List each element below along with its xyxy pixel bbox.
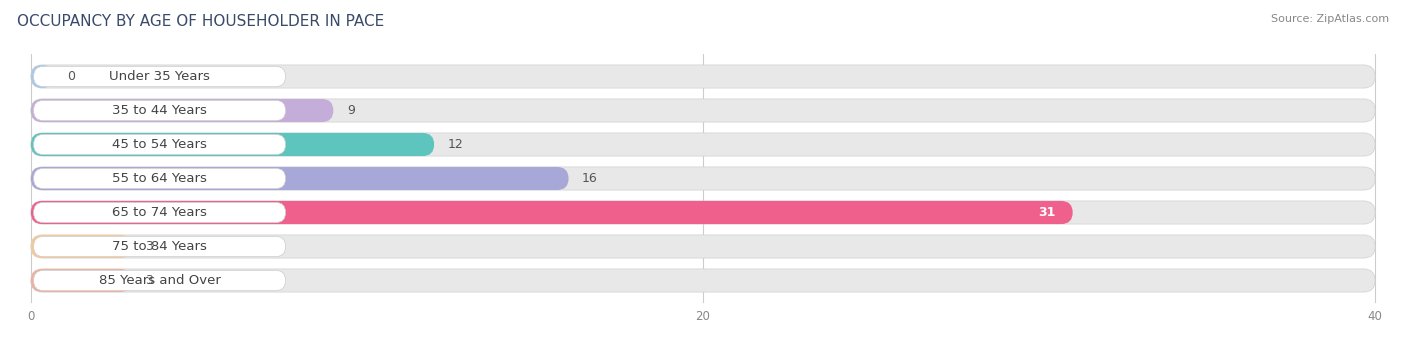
FancyBboxPatch shape — [31, 133, 434, 156]
FancyBboxPatch shape — [31, 133, 1375, 156]
Text: 31: 31 — [1039, 206, 1056, 219]
FancyBboxPatch shape — [31, 65, 1375, 88]
FancyBboxPatch shape — [34, 66, 285, 87]
FancyBboxPatch shape — [31, 201, 1073, 224]
Text: 9: 9 — [347, 104, 354, 117]
FancyBboxPatch shape — [31, 99, 1375, 122]
FancyBboxPatch shape — [34, 134, 285, 155]
FancyBboxPatch shape — [31, 167, 568, 190]
FancyBboxPatch shape — [31, 99, 333, 122]
Text: 16: 16 — [582, 172, 598, 185]
Text: 3: 3 — [145, 240, 153, 253]
FancyBboxPatch shape — [31, 167, 1375, 190]
FancyBboxPatch shape — [31, 201, 1375, 224]
FancyBboxPatch shape — [31, 65, 53, 88]
Text: 35 to 44 Years: 35 to 44 Years — [112, 104, 207, 117]
Text: 12: 12 — [447, 138, 464, 151]
Text: 0: 0 — [67, 70, 75, 83]
Text: OCCUPANCY BY AGE OF HOUSEHOLDER IN PACE: OCCUPANCY BY AGE OF HOUSEHOLDER IN PACE — [17, 14, 384, 29]
FancyBboxPatch shape — [31, 269, 1375, 292]
Text: 65 to 74 Years: 65 to 74 Years — [112, 206, 207, 219]
Text: 45 to 54 Years: 45 to 54 Years — [112, 138, 207, 151]
FancyBboxPatch shape — [34, 236, 285, 257]
Text: Source: ZipAtlas.com: Source: ZipAtlas.com — [1271, 14, 1389, 23]
FancyBboxPatch shape — [31, 235, 1375, 258]
FancyBboxPatch shape — [34, 202, 285, 223]
Text: 75 to 84 Years: 75 to 84 Years — [112, 240, 207, 253]
FancyBboxPatch shape — [34, 100, 285, 121]
FancyBboxPatch shape — [34, 270, 285, 291]
Text: 85 Years and Over: 85 Years and Over — [98, 274, 221, 287]
FancyBboxPatch shape — [31, 235, 132, 258]
Text: 3: 3 — [145, 274, 153, 287]
Text: 55 to 64 Years: 55 to 64 Years — [112, 172, 207, 185]
Text: Under 35 Years: Under 35 Years — [110, 70, 209, 83]
FancyBboxPatch shape — [31, 269, 132, 292]
FancyBboxPatch shape — [34, 168, 285, 189]
